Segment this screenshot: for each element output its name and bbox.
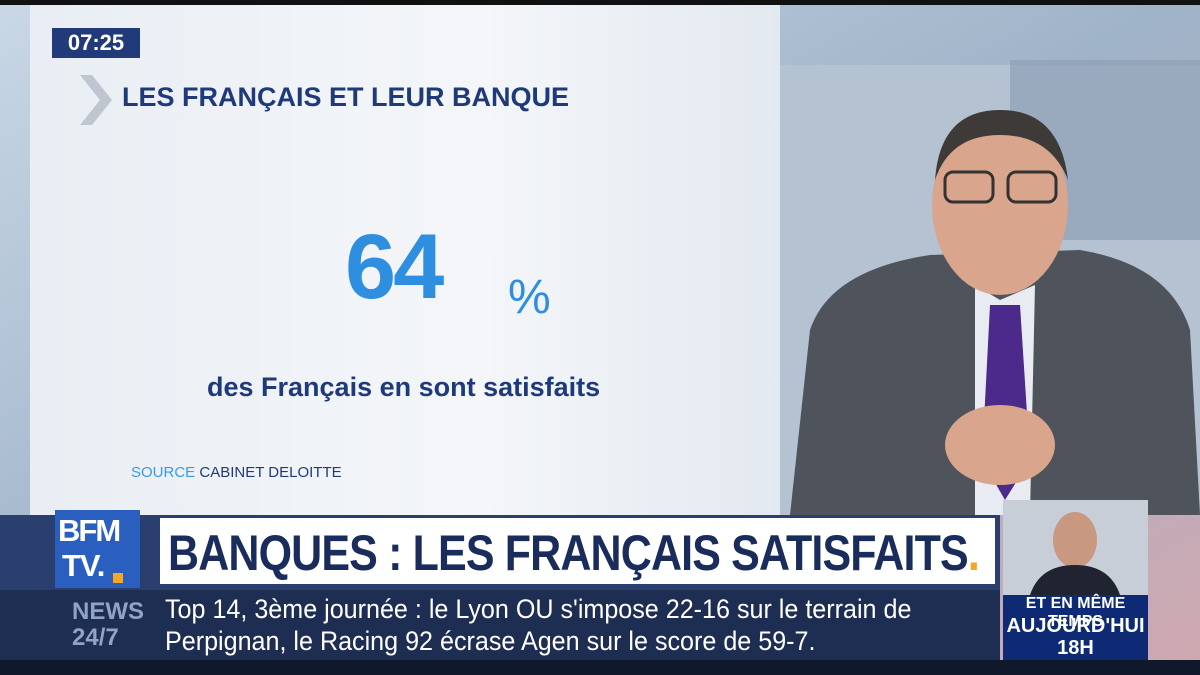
source-label: SOURCE [131,464,196,481]
figure-caption: des Français en sont satisfaits [207,372,601,402]
ticker-line: Top 14, 3ème journée : le Lyon OU s'impo… [165,594,912,624]
ticker-label-247: 24/7 [72,624,119,651]
source-name: CABINET DELOITTE [199,464,342,481]
headline-text: BANQUES : LES FRANÇAIS SATISFAITS [168,525,969,581]
source: SOURCE CABINET DELOITTE [131,464,342,481]
figure-unit: % [508,271,551,324]
panel-title: LES FRANÇAIS ET LEUR BANQUE [122,82,570,112]
logo-line2: TV. [62,548,105,583]
big-figure: 64 [345,216,444,318]
clock: 07:25 [67,30,125,55]
headline-dot: . [967,525,980,581]
headline: BANQUES : LES FRANÇAIS SATISFAITS. [168,524,980,582]
ticker-line: Perpignan, le Racing 92 écrase Agen sur … [165,626,816,656]
promo-line1: ET EN MÊME TEMPS [1025,595,1126,630]
promo-line2: AUJOURD'HUI [1006,615,1145,637]
promo-line3: 18H [1057,637,1094,659]
ticker-label-news: NEWS [72,598,144,625]
logo-line1: BFM [58,513,121,548]
